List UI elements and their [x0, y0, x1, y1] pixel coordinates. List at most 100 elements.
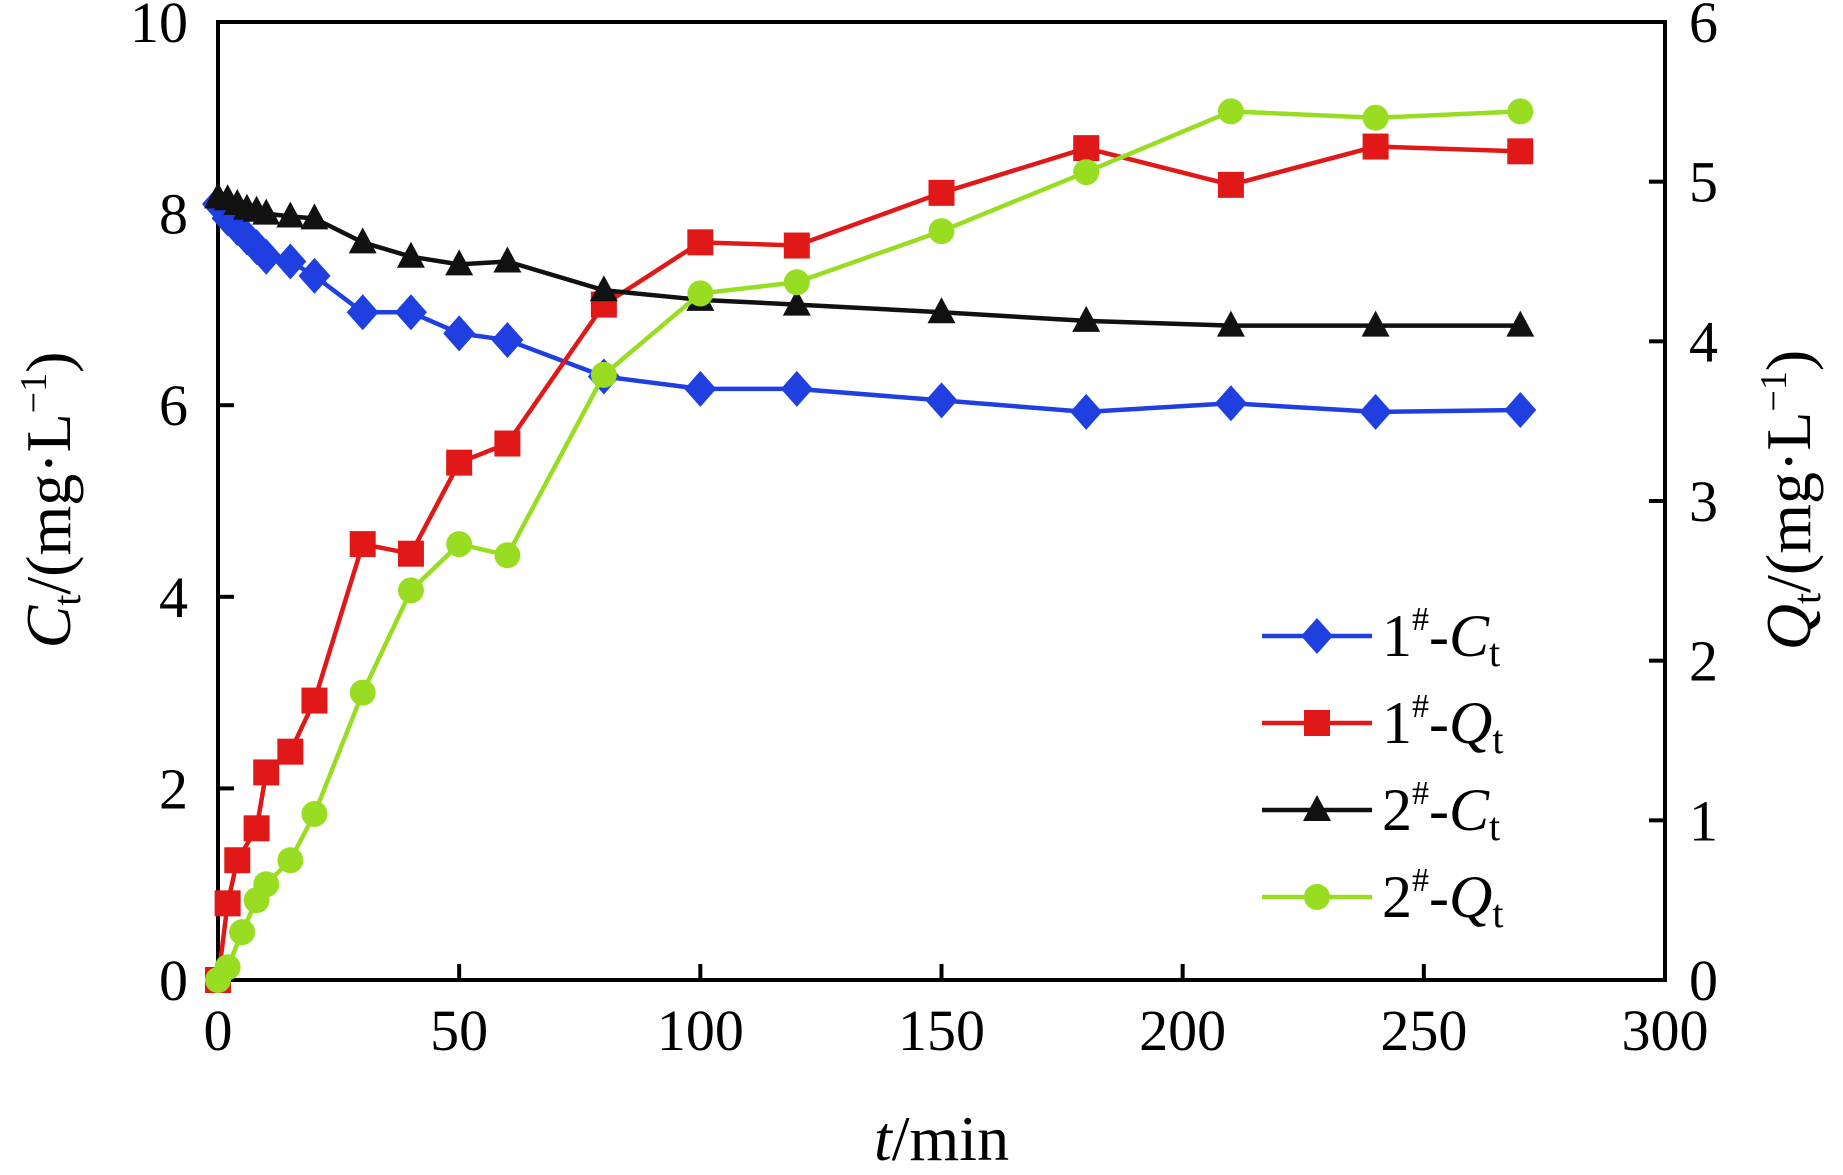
data-point	[397, 540, 424, 567]
data-point	[1070, 393, 1103, 430]
data-point	[1359, 393, 1392, 430]
data-point	[394, 294, 427, 331]
x-tick-label: 250	[1380, 998, 1467, 1063]
y-right-tick-label: 1	[1689, 788, 1718, 853]
data-point	[1073, 159, 1100, 186]
data-point	[301, 800, 328, 827]
x-tick-label: 50	[430, 998, 488, 1063]
x-axis-title: t/min	[874, 1103, 1009, 1174]
data-point	[446, 449, 473, 476]
legend-item: 1#-Ct	[1262, 601, 1500, 675]
legend-label: 2#-Ct	[1382, 775, 1500, 849]
data-point	[494, 430, 521, 457]
data-point	[253, 871, 280, 898]
data-point	[229, 919, 256, 946]
data-point	[1072, 305, 1101, 332]
legend-item: 2#-Qt	[1262, 862, 1503, 936]
data-point	[687, 280, 714, 307]
data-point	[300, 203, 329, 230]
data-point	[276, 201, 305, 228]
data-point	[783, 269, 810, 296]
data-point	[446, 531, 473, 558]
data-point	[925, 382, 958, 419]
data-point	[1362, 104, 1389, 131]
series-3	[204, 182, 1535, 337]
y-left-tick-label: 10	[130, 0, 188, 55]
data-point	[348, 227, 377, 254]
y-left-tick-label: 6	[159, 373, 188, 438]
legend-label: 1#-Qt	[1382, 688, 1503, 762]
data-point	[927, 297, 956, 324]
data-point	[1506, 310, 1535, 337]
y-right-tick-label: 2	[1689, 629, 1718, 694]
data-point	[928, 218, 955, 245]
data-point	[491, 322, 524, 359]
data-point	[346, 294, 379, 331]
data-point	[252, 198, 281, 225]
data-point	[1507, 98, 1534, 125]
data-point	[1214, 385, 1247, 422]
data-point	[590, 361, 617, 388]
data-point	[250, 238, 283, 275]
plot-area	[202, 98, 1537, 993]
y-right-axis-title: Qt/(mg·L−1)	[1753, 350, 1829, 650]
data-point	[214, 890, 241, 917]
legend-item: 1#-Qt	[1262, 688, 1503, 762]
data-point	[589, 275, 618, 302]
data-point	[1304, 884, 1330, 910]
data-point	[928, 179, 955, 206]
data-point	[1304, 710, 1330, 736]
axes: 0 50 100 150 200 250 30002468100123456t/minCt/…	[13, 0, 1829, 1174]
x-tick-label: 150	[898, 998, 985, 1063]
data-point	[443, 315, 476, 352]
data-point	[684, 370, 717, 407]
x-tick-label: 100	[657, 998, 744, 1063]
series-4	[205, 98, 1534, 993]
data-point	[1217, 171, 1244, 198]
data-point	[1301, 618, 1333, 654]
y-right-tick-label: 6	[1689, 0, 1718, 55]
y-right-tick-label: 5	[1689, 150, 1718, 215]
data-point	[349, 531, 376, 558]
data-point	[783, 232, 810, 259]
data-point	[274, 243, 307, 280]
data-point	[396, 241, 425, 268]
data-point	[445, 249, 474, 276]
data-point	[780, 370, 813, 407]
legend: 1#-Ct 1#-Qt 2#-Ct 2#-Qt	[1262, 601, 1503, 936]
data-point	[301, 687, 328, 714]
legend-label: 2#-Qt	[1382, 862, 1503, 936]
data-point	[1217, 98, 1244, 125]
data-point	[277, 847, 304, 874]
data-point	[243, 815, 270, 842]
data-point	[397, 577, 424, 604]
data-point	[224, 847, 251, 874]
data-point	[782, 289, 811, 316]
data-point	[1073, 135, 1100, 162]
data-point	[277, 738, 304, 765]
y-left-tick-label: 0	[159, 948, 188, 1013]
data-point	[214, 954, 241, 981]
data-point	[1504, 391, 1537, 428]
data-point	[1507, 138, 1534, 165]
data-point	[298, 257, 331, 294]
y-left-axis-title: Ct/(mg·L−1)	[13, 352, 89, 649]
x-tick-label: 0	[204, 998, 233, 1063]
x-tick-label: 300	[1622, 998, 1709, 1063]
y-left-tick-label: 2	[159, 756, 188, 821]
data-point	[1362, 133, 1389, 160]
data-point	[493, 246, 522, 273]
data-point	[253, 759, 280, 786]
data-point	[1216, 310, 1245, 337]
y-right-tick-label: 0	[1689, 948, 1718, 1013]
y-left-tick-label: 8	[159, 182, 188, 247]
x-tick-label: 200	[1139, 998, 1226, 1063]
data-point	[494, 542, 521, 569]
legend-label: 1#-Ct	[1382, 601, 1500, 675]
data-point	[1361, 310, 1390, 337]
legend-item: 2#-Ct	[1262, 775, 1500, 849]
data-point	[687, 229, 714, 256]
y-left-tick-label: 4	[159, 565, 188, 630]
y-right-tick-label: 3	[1689, 469, 1718, 534]
